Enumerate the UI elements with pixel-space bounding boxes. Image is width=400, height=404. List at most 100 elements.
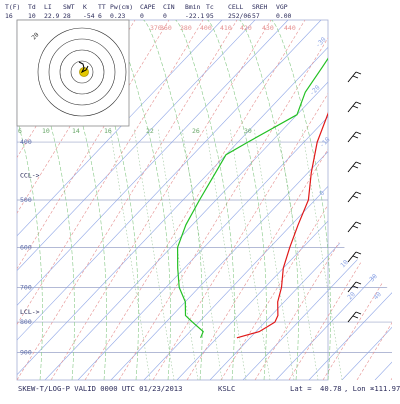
- header-label-7: CAPE: [140, 3, 156, 11]
- dry-adiabat-line: [118, 20, 340, 380]
- dry-adiabat-line: [50, 20, 272, 380]
- isotherm-line: [17, 20, 223, 380]
- hodograph-ring-label: 20: [30, 31, 40, 41]
- wind-barb-staff: [347, 221, 357, 233]
- wind-barb-flag: [352, 105, 359, 109]
- mixing-ratio-line: [157, 127, 199, 380]
- wind-barb-staff: [347, 161, 357, 173]
- hodograph-ring: [70, 60, 94, 84]
- wind-barb-staff: [347, 131, 357, 143]
- isotherm-label: 40: [372, 290, 383, 301]
- isotherm-line: [242, 20, 392, 380]
- wind-barb-flag: [355, 71, 362, 75]
- wind-barb-flag: [355, 281, 362, 285]
- header-label-5: TT: [98, 3, 106, 11]
- header-row: T(F) Td LI SWT K TT Pw(cm) CAPE CIN Bmin Tc CELL SRE…: [5, 3, 292, 20]
- mixing-ratio-line: [277, 127, 319, 380]
- isotherm-line: [143, 20, 392, 380]
- header-label-13: VGP: [276, 3, 288, 11]
- dewpoint-line: [176, 44, 338, 339]
- dry-adiabat-label: 430: [262, 24, 274, 32]
- dry-adiabat-label: 360: [160, 24, 172, 32]
- isotherm-label: 30: [368, 272, 379, 283]
- mixing-ratio-line: [181, 127, 223, 380]
- wind-barbs: [347, 71, 362, 323]
- wind-barb-flag: [352, 225, 359, 229]
- moist-adiabat-curve: [139, 20, 203, 380]
- mixing-ratio-label: 26: [192, 127, 200, 135]
- isobar-label: 700: [20, 283, 32, 291]
- header-label-8: CIN: [163, 3, 175, 11]
- dry-adiabat-line: [322, 20, 392, 380]
- mixing-ratio-line: [301, 127, 343, 380]
- lat-value: 40.78: [320, 384, 342, 393]
- header-label-0: T(F): [5, 3, 20, 11]
- dry-adiabat-line: [17, 20, 238, 380]
- wind-barb-flag: [352, 315, 359, 319]
- header-value-5: 6: [98, 12, 102, 20]
- isotherm-line: [110, 20, 392, 380]
- isotherm-line: [17, 20, 256, 380]
- wind-barb-flag: [355, 251, 362, 255]
- station-id: KSLC: [218, 384, 235, 393]
- isobar-label: 600: [20, 243, 32, 251]
- dry-adiabat-line: [288, 20, 392, 380]
- wind-barb-flag: [355, 221, 362, 225]
- header-value-1: 10: [28, 12, 36, 20]
- wind-barb-flag: [355, 191, 362, 195]
- isobar-label: 900: [20, 349, 32, 357]
- hodograph: 20: [16, 19, 130, 127]
- header-value-8: 0: [163, 12, 167, 20]
- lon-label: , Lon =: [344, 384, 375, 393]
- dry-adiabat-line: [84, 20, 306, 380]
- isotherm-line: [17, 20, 355, 380]
- moist-adiabat-curve: [235, 20, 299, 380]
- mixing-ratio-line: [253, 127, 295, 380]
- wind-barb-staff: [347, 101, 357, 113]
- hodograph-frame: [16, 19, 130, 127]
- mixing-ratio-label: 6: [18, 127, 22, 135]
- header-value-9: -22.1: [185, 12, 204, 20]
- header-value-2: 22.9: [44, 12, 60, 20]
- chart-title: SKEW-T/LOG-P VALID 0000 UTC 01/23/2013: [18, 384, 182, 393]
- header-label-1: Td: [28, 3, 36, 11]
- hodograph-trace: [78, 61, 89, 74]
- wind-barb-staff: [347, 281, 357, 293]
- wind-barb-flag: [355, 311, 362, 315]
- wind-barb-flag: [355, 131, 362, 135]
- isobar-label: 400: [20, 138, 32, 146]
- dry-adiabat-line: [17, 20, 170, 380]
- footer: SKEW-T/LOG-P VALID 0000 UTC 01/23/2013 K…: [18, 384, 400, 393]
- header-label-9: Bmin: [185, 3, 201, 11]
- isotherm-line: [275, 20, 392, 380]
- mixing-ratio-label: 16: [104, 127, 112, 135]
- dry-adiabat-label: 370: [150, 24, 162, 32]
- isotherm-line: [308, 20, 392, 380]
- ccl-marker: CCL->: [20, 172, 40, 180]
- wind-barb-flag: [352, 255, 359, 259]
- wind-barb-staff: [347, 71, 357, 83]
- isotherm-line: [17, 20, 322, 380]
- header-value-3: 28: [63, 12, 71, 20]
- mixing-ratio-label: 30: [244, 127, 252, 135]
- header-label-2: LI: [44, 3, 52, 11]
- isobar-label: 800: [20, 318, 32, 326]
- header-label-6: Pw(cm): [110, 3, 133, 11]
- hodograph-ring: [48, 38, 116, 106]
- header-value-13: 0.00: [276, 12, 292, 20]
- isobar-label: 500: [20, 196, 32, 204]
- header-label-4: K: [83, 3, 87, 11]
- isotherm-label: 20: [346, 290, 357, 301]
- header-value-4: -54: [83, 12, 95, 20]
- dry-adiabat-line: [17, 20, 204, 380]
- header-label-10: Tc: [206, 3, 214, 11]
- moist-adiabat-curve: [267, 20, 331, 380]
- wind-barb-flag: [352, 165, 359, 169]
- hodograph-ring: [59, 49, 105, 95]
- mixing-ratio-line: [109, 127, 151, 380]
- isotherm-label: 0: [318, 189, 326, 197]
- wind-barb-staff: [347, 311, 357, 323]
- wind-barb-flag: [352, 195, 359, 199]
